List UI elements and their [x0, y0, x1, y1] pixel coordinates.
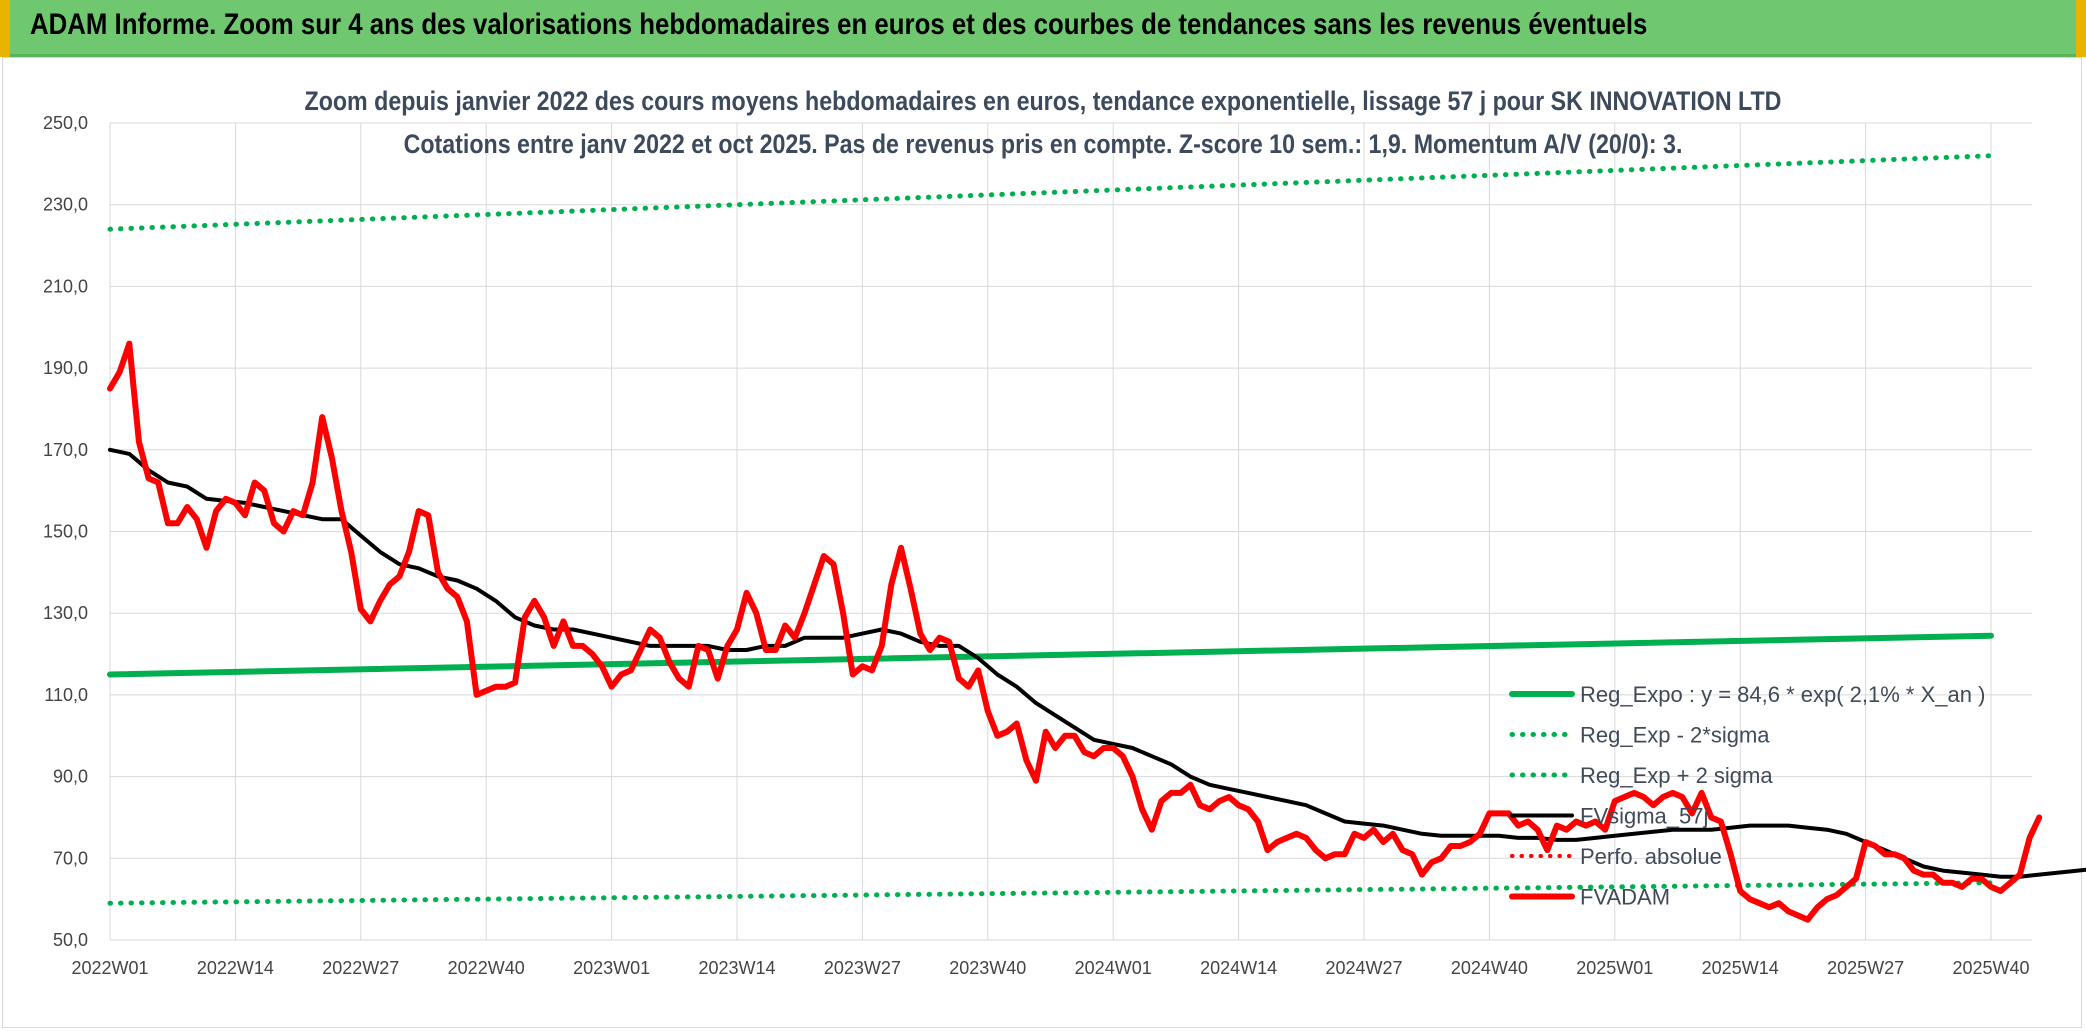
chart-title: Zoom depuis janvier 2022 des cours moyen… [305, 86, 1782, 116]
legend-label: FVsigma_57j [1580, 804, 1708, 829]
y-tick-label: 170,0 [43, 440, 88, 460]
y-tick-label: 230,0 [43, 195, 88, 215]
series-line-2 [107, 153, 1994, 232]
legend-label: Reg_Exp + 2 sigma [1580, 763, 1773, 788]
report-title: ADAM Informe. Zoom sur 4 ans des valoris… [30, 8, 1648, 41]
legend: Reg_Expo : y = 84,6 * exp( 2,1% * X_an )… [1509, 682, 1985, 910]
x-tick-label: 2022W40 [448, 958, 525, 978]
legend-label: Reg_Expo : y = 84,6 * exp( 2,1% * X_an ) [1580, 682, 1985, 707]
chart-frame [2, 57, 2082, 1028]
x-tick-label: 2024W01 [1075, 958, 1152, 978]
header-bar: ADAM Informe. Zoom sur 4 ans des valoris… [0, 0, 2086, 57]
x-tick-label: 2022W14 [197, 958, 274, 978]
x-tick-label: 2024W27 [1325, 958, 1402, 978]
x-tick-label: 2025W01 [1576, 958, 1653, 978]
x-axis: 2022W01 2022W14 2022W27 2022W40 2023W01 2023W… [71, 958, 2029, 978]
y-tick-label: 250,0 [43, 113, 88, 133]
x-tick-label: 2023W14 [698, 958, 775, 978]
y-tick-label: 130,0 [43, 603, 88, 623]
y-tick-label: 150,0 [43, 522, 88, 542]
y-tick-label: 190,0 [43, 358, 88, 378]
y-tick-label: 210,0 [43, 276, 88, 296]
y-tick-label: 70,0 [53, 848, 88, 868]
y-tick-label: 90,0 [53, 767, 88, 787]
x-tick-label: 2025W40 [1952, 958, 2029, 978]
series-line-0 [107, 632, 1994, 678]
chart-subtitle: Cotations entre janv 2022 et oct 2025. P… [404, 129, 1683, 159]
legend-label: Perfo. absolue [1580, 844, 1722, 869]
header-corner-accent-right [2076, 0, 2086, 57]
x-tick-label: 2022W27 [322, 958, 399, 978]
x-tick-label: 2024W14 [1200, 958, 1277, 978]
series-group [107, 153, 2086, 923]
legend-label: FVADAM [1580, 885, 1670, 910]
series-line-5 [107, 340, 2043, 923]
legend-label: Reg_Exp - 2*sigma [1580, 723, 1770, 748]
x-tick-label: 2025W14 [1702, 958, 1779, 978]
x-tick-label: 2023W01 [573, 958, 650, 978]
y-tick-label: 110,0 [44, 685, 88, 705]
x-tick-label: 2025W27 [1827, 958, 1904, 978]
x-tick-label: 2023W40 [949, 958, 1026, 978]
x-tick-label: 2024W40 [1451, 958, 1528, 978]
header-corner-accent-left [0, 0, 10, 57]
x-tick-label: 2023W27 [824, 958, 901, 978]
y-tick-label: 50,0 [53, 930, 88, 950]
series-line-3 [108, 447, 2086, 879]
series-line-1 [107, 880, 1994, 906]
x-tick-label: 2022W01 [71, 958, 148, 978]
y-axis: 250,0 230,0 210,0 190,0 170,0 150,0 130,0 110,0… [43, 113, 88, 950]
